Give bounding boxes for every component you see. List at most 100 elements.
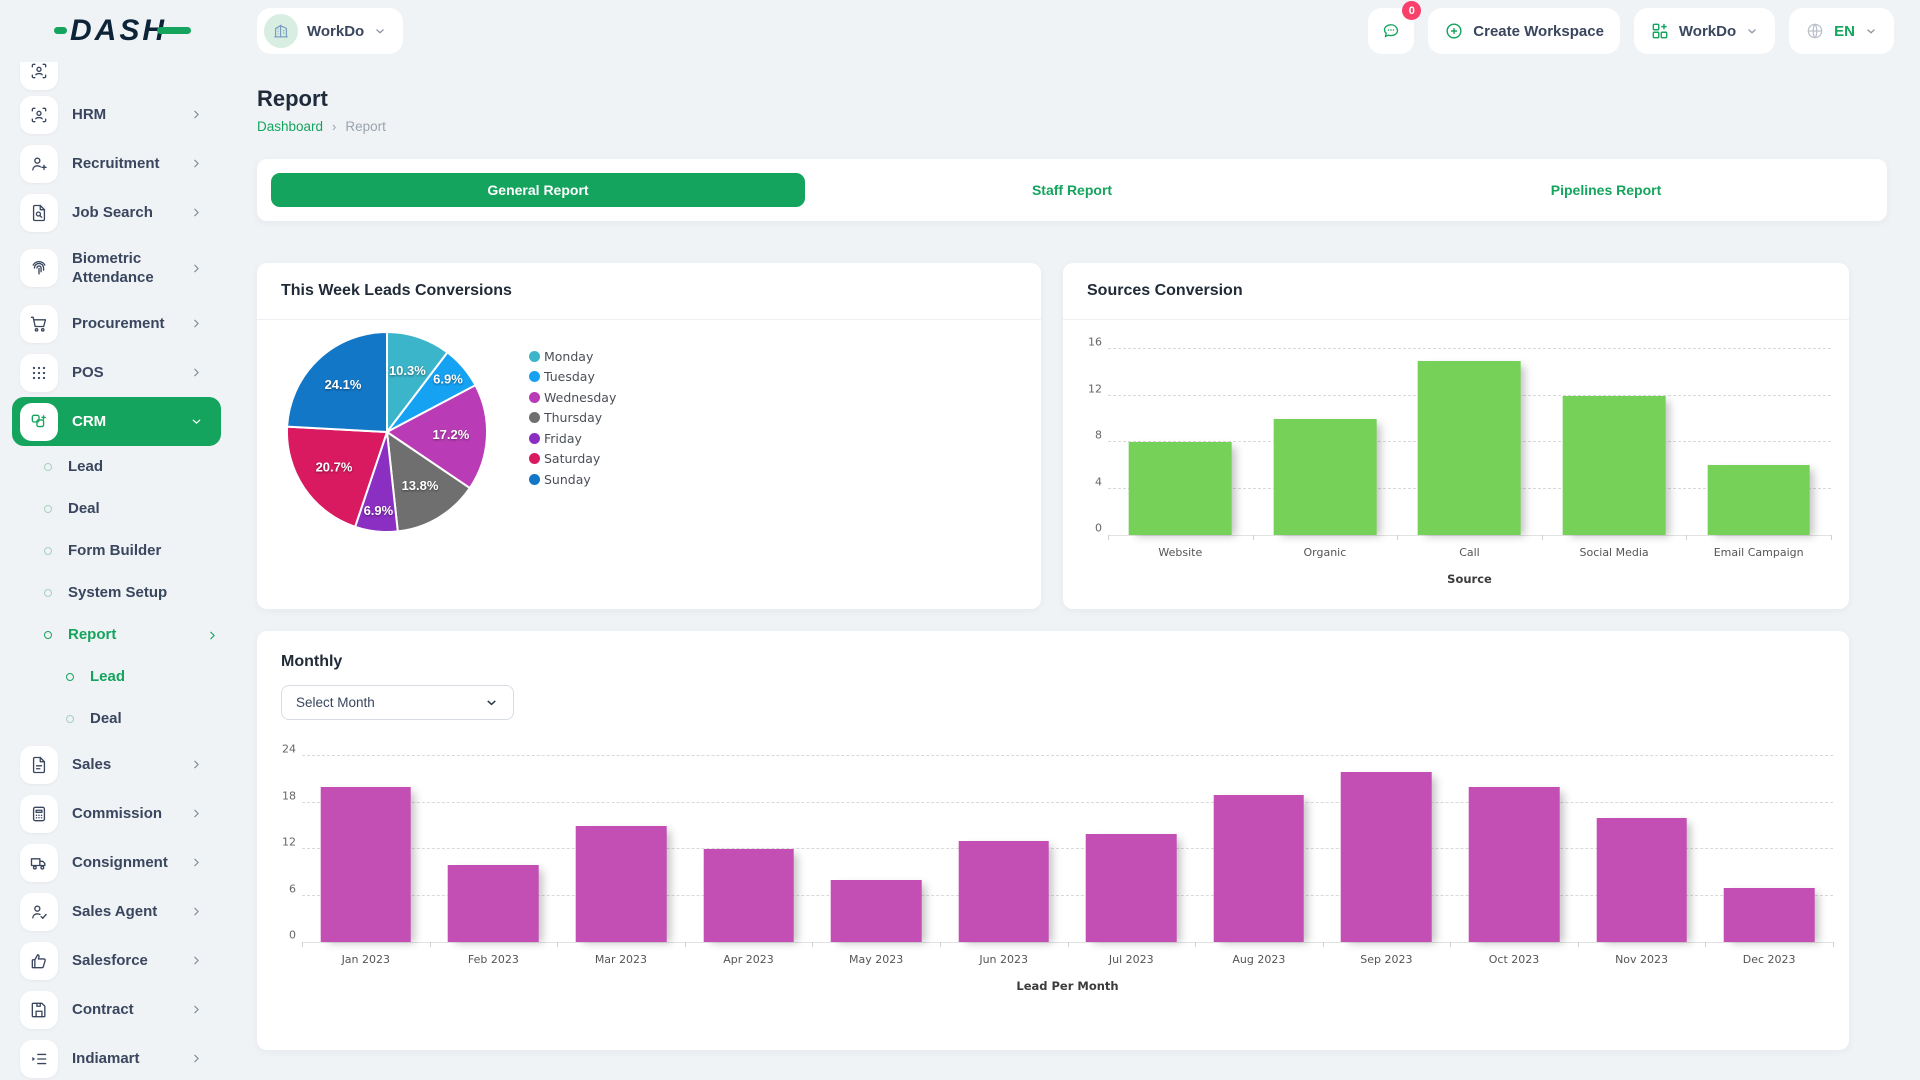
legend-dot-icon (529, 350, 540, 362)
sidebar-subitem-lead[interactable]: Lead (0, 446, 237, 488)
bar-mar-2023[interactable] (575, 825, 667, 942)
bar-slot (557, 737, 685, 942)
legend-item-thursday[interactable]: Thursday (529, 408, 616, 429)
bar-slot (1542, 330, 1687, 535)
chevron-right-icon (194, 110, 199, 119)
bar-slot (1067, 737, 1195, 942)
axis-tick (1541, 535, 1543, 540)
pie-legend: Monday Tuesday Wednesday Thursday Friday Satu… (529, 346, 616, 490)
bar-call[interactable] (1418, 360, 1521, 535)
workspace-switcher[interactable]: WorkDo (257, 8, 404, 54)
legend-item-monday[interactable]: Monday (529, 346, 616, 367)
bar-plot-area: 0 6 12 18 24 (282, 737, 1834, 947)
chevron-right-icon (210, 631, 215, 639)
tab-general-report[interactable]: General Report (271, 173, 805, 207)
sidebar-item-biometric-attendance[interactable]: Biometric Attendance (12, 237, 221, 299)
sidebar-subitem-deal[interactable]: Deal (0, 488, 237, 530)
grid-icon (20, 353, 58, 392)
bar-aug-2023[interactable] (1213, 794, 1305, 942)
app-logo[interactable]: DASH (0, 14, 237, 48)
bar-slot (1705, 737, 1833, 942)
pie-slice-wednesday[interactable] (386, 384, 489, 490)
breadcrumb-current: Report (345, 119, 386, 134)
pie-slice-saturday[interactable] (285, 425, 388, 528)
x-axis-title: Source (1447, 572, 1492, 586)
legend-item-saturday[interactable]: Saturday (529, 449, 616, 470)
bar-nov-2023[interactable] (1596, 818, 1687, 942)
pie-slice-thursday[interactable] (386, 431, 471, 533)
tab-pipelines-report[interactable]: Pipelines Report (1550, 182, 1662, 198)
sidebar-item-partial[interactable] (12, 62, 221, 90)
messages-button[interactable]: 0 (1368, 1, 1422, 54)
file-icon (32, 756, 46, 773)
sidebar-item-salesforce[interactable]: Salesforce (12, 936, 221, 985)
bullet-icon (66, 715, 74, 723)
file-search-icon (20, 193, 58, 232)
legend-dot-icon (529, 453, 540, 465)
legend-dot-icon (529, 371, 540, 383)
sidebar-subitem-report[interactable]: Report (0, 614, 237, 656)
sidebar-item-pos[interactable]: POS (12, 348, 221, 397)
month-select[interactable]: Select Month (281, 685, 514, 720)
sidebar-item-indiamart[interactable]: Indiamart (12, 1034, 221, 1080)
legend-item-wednesday[interactable]: Wednesday (529, 387, 616, 408)
bar-jun-2023[interactable] (958, 841, 1049, 942)
apps-icon (31, 414, 46, 427)
x-tick-label: Website (1158, 546, 1203, 559)
sidebar-item-consignment[interactable]: Consignment (12, 838, 221, 887)
bar-oct-2023[interactable] (1468, 787, 1560, 942)
calculator-icon (32, 806, 46, 821)
bar-dec-2023[interactable] (1723, 887, 1815, 942)
user-plus-icon (20, 144, 58, 183)
sidebar-item-commission[interactable]: Commission (12, 789, 221, 838)
cart-icon (30, 316, 47, 332)
x-tick-label: Jul 2023 (1108, 953, 1154, 966)
chevron-right-icon (194, 159, 199, 168)
user-target-icon (20, 62, 58, 90)
sidebar-item-sales[interactable]: Sales (12, 740, 221, 789)
sidebar-item-job-search[interactable]: Job Search (12, 188, 221, 237)
sidebar-subitem-form-builder[interactable]: Form Builder (0, 530, 237, 572)
gridline (302, 894, 1833, 896)
axis-tick (939, 942, 941, 947)
sidebar-item-procurement[interactable]: Procurement (12, 299, 221, 348)
bar-jul-2023[interactable] (1085, 833, 1177, 942)
sidebar-item-crm[interactable]: CRM (12, 397, 221, 446)
pie-percent-label: 10.3% (389, 363, 426, 378)
bar-slot (812, 737, 940, 942)
chevron-right-icon (194, 760, 199, 769)
tab-staff-report[interactable]: Staff Report (1031, 182, 1113, 198)
bullet-icon (44, 463, 52, 471)
bar-feb-2023[interactable] (448, 864, 539, 942)
x-tick-label: Oct 2023 (1488, 953, 1540, 966)
sidebar-subitem-lead[interactable]: Lead (0, 656, 237, 698)
language-selector[interactable]: EN (1789, 8, 1894, 54)
breadcrumb-dashboard-link[interactable]: Dashboard (257, 119, 324, 134)
x-tick-label: Social Media (1579, 546, 1649, 559)
bar-apr-2023[interactable] (703, 849, 794, 942)
bar-organic[interactable] (1273, 418, 1377, 535)
sidebar-subitem-system-setup[interactable]: System Setup (0, 572, 237, 614)
y-tick-label: 12 (282, 835, 296, 849)
bar-slot (1108, 330, 1253, 535)
sidebar-subitem-deal[interactable]: Deal (0, 698, 237, 740)
bar-email-campaign[interactable] (1707, 465, 1810, 535)
bar-website[interactable] (1128, 442, 1232, 535)
create-workspace-button[interactable]: Create Workspace (1428, 8, 1620, 54)
sidebar-item-sales-agent[interactable]: Sales Agent (12, 887, 221, 936)
bar-sep-2023[interactable] (1341, 771, 1432, 942)
pie-slice-sunday[interactable] (286, 331, 388, 433)
bar-jan-2023[interactable] (320, 787, 412, 942)
sidebar-item-recruitment[interactable]: Recruitment (12, 139, 221, 188)
app-menu-button[interactable]: WorkDo (1633, 8, 1776, 54)
bar-may-2023[interactable] (830, 880, 922, 942)
pie-percent-label: 17.2% (432, 427, 469, 442)
axis-tick (1450, 942, 1452, 947)
month-select-value: Select Month (296, 695, 375, 710)
legend-item-friday[interactable]: Friday (529, 428, 616, 449)
sidebar-item-hrm[interactable]: HRM (12, 90, 221, 139)
legend-item-sunday[interactable]: Sunday (529, 469, 616, 490)
bar-social-media[interactable] (1562, 395, 1666, 535)
sidebar-item-contract[interactable]: Contract (12, 985, 221, 1034)
legend-item-tuesday[interactable]: Tuesday (529, 367, 616, 388)
